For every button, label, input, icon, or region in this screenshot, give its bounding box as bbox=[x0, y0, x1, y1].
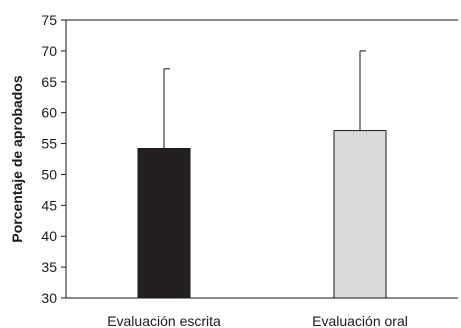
y-tick-label-35: 35 bbox=[41, 259, 57, 275]
bar-2 bbox=[333, 130, 387, 299]
y-tick-label-65: 65 bbox=[41, 74, 57, 90]
y-tick-label-30: 30 bbox=[41, 290, 57, 306]
y-axis-ticks bbox=[61, 19, 66, 299]
y-axis-title: Porcentaje de aprobados bbox=[9, 75, 25, 242]
y-tick-label-40: 40 bbox=[41, 228, 57, 244]
error-bars bbox=[163, 50, 366, 149]
y-axis-tick-labels: 30 35 40 45 50 55 60 65 70 75 bbox=[41, 12, 57, 306]
y-tick-label-70: 70 bbox=[41, 43, 57, 59]
y-tick-label-45: 45 bbox=[41, 197, 57, 213]
y-tick-label-60: 60 bbox=[41, 105, 57, 121]
x-category-label-2: Evaluación oral bbox=[312, 313, 408, 328]
bars bbox=[137, 130, 387, 299]
bar-1 bbox=[137, 147, 191, 299]
y-tick-label-50: 50 bbox=[41, 166, 57, 182]
x-axis-category-labels: Evaluación escrita Evaluación oral bbox=[107, 313, 408, 328]
y-tick-label-55: 55 bbox=[41, 136, 57, 152]
x-category-label-1: Evaluación escrita bbox=[107, 313, 221, 328]
y-tick-label-75: 75 bbox=[41, 12, 57, 28]
